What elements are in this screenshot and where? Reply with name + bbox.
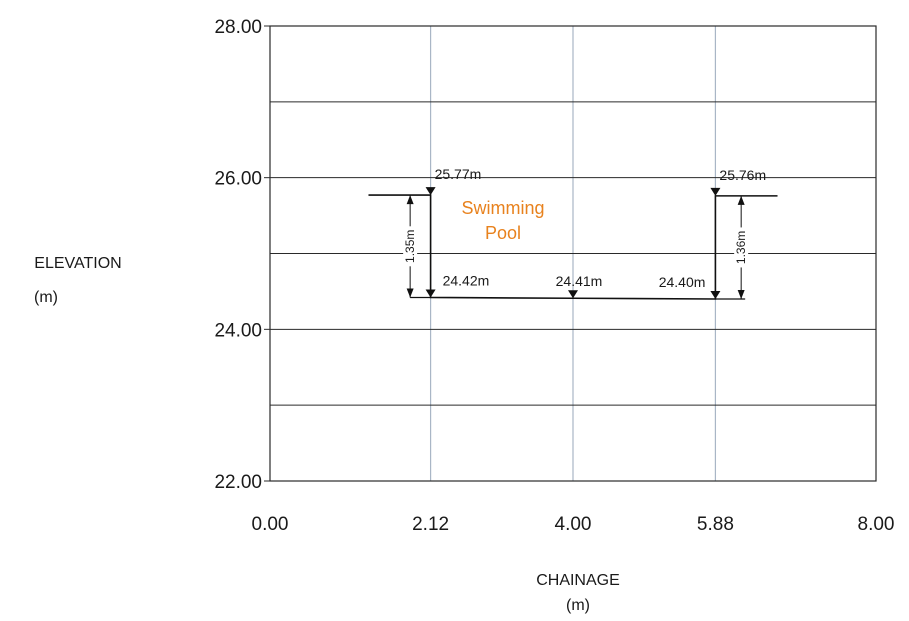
axes: 22.00 24.00 26.00 28.00 0.00 2.12 4.00 5.88 8.00	[214, 17, 894, 535]
elevation-label: 24.40m	[659, 274, 706, 290]
elevation-marker-icon	[710, 291, 721, 299]
depth-dimension-label: 1.36m	[734, 231, 748, 264]
dimension-label-bg	[734, 227, 749, 268]
pool-label: Pool	[485, 223, 521, 243]
dimension-arrow-icon	[737, 195, 745, 205]
x-tick-label: 8.00	[858, 514, 895, 535]
x-tick-label: 5.88	[697, 514, 734, 535]
y-tick-label: 24.00	[214, 320, 262, 341]
y-axis-label: ELEVATION	[34, 255, 121, 272]
y-tick-label: 26.00	[214, 169, 262, 190]
elevation-label: 24.41m	[556, 273, 603, 289]
x-tick-label: 0.00	[252, 514, 289, 535]
x-tick-label: 2.12	[412, 514, 449, 535]
dimension-label-bg	[403, 226, 418, 267]
x-axis-label: CHAINAGE	[536, 572, 620, 589]
x-tick-label: 4.00	[555, 514, 592, 535]
elevation-marker-icon	[425, 187, 436, 196]
y-tick-label: 22.00	[214, 472, 262, 493]
dimension-arrow-icon	[406, 195, 414, 205]
elevation-label: 24.42m	[443, 272, 490, 288]
elevation-marker-icon	[710, 187, 721, 196]
y-tick-label: 28.00	[214, 17, 262, 38]
dimension-arrow-icon	[737, 290, 745, 299]
elevation-label: 25.77m	[435, 166, 482, 182]
grid	[270, 26, 876, 481]
annotations: 25.77m 25.76m 24.42m 24.41m 24.40m 1.35m 1.36m…	[403, 166, 766, 299]
plot-frame	[269, 25, 877, 482]
y-axis-unit: (m)	[34, 289, 58, 306]
depth-dimension-label: 1.35m	[403, 230, 417, 263]
pool-label: Swimming	[461, 198, 544, 218]
dimension-arrow-icon	[406, 288, 414, 298]
elevation-label: 25.76m	[719, 167, 766, 183]
x-axis-unit: (m)	[566, 597, 590, 614]
elevation-marker-icon	[425, 289, 436, 298]
elevation-marker-icon	[568, 290, 578, 299]
